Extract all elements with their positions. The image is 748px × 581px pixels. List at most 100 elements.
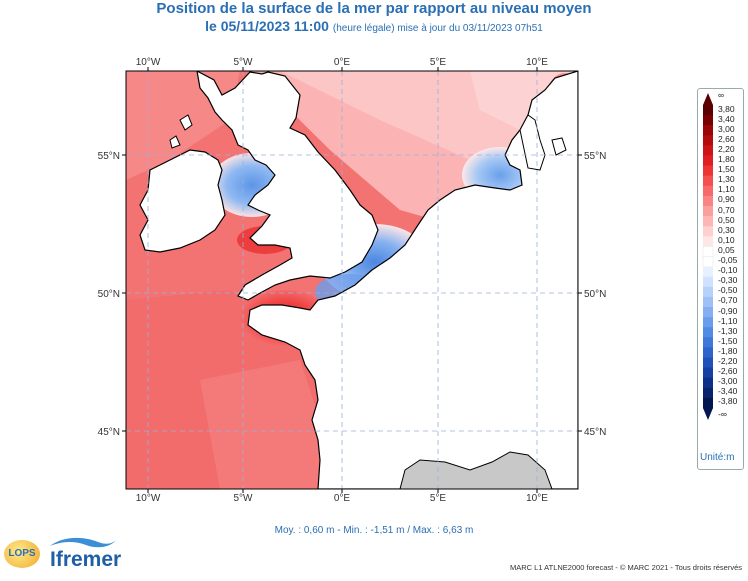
statistics-line: Moy. : 0,60 m - Min. : -1,51 m / Max. : … bbox=[274, 525, 474, 536]
legend-color-swatch bbox=[703, 236, 713, 247]
color-legend: ∞ 3,80 3,40 3,00 2,60 2,20 1,80 1,50 1,30 1,10 0,9… bbox=[697, 88, 744, 470]
legend-color-swatch bbox=[703, 367, 713, 379]
legend-color-swatch bbox=[703, 327, 713, 338]
land bbox=[139, 71, 578, 489]
lat-label-left: 55°N bbox=[98, 151, 120, 162]
legend-value-label: -0,70 bbox=[718, 295, 738, 306]
legend-color-swatch bbox=[703, 276, 713, 288]
legend-value-label: -2,20 bbox=[718, 356, 738, 366]
map-grid bbox=[126, 71, 578, 489]
legend-value-label: -3,80 bbox=[718, 396, 738, 407]
great-britain bbox=[196, 71, 379, 301]
legend-value-label: 1,30 bbox=[718, 174, 735, 185]
legend-color-swatch bbox=[703, 307, 713, 318]
legend-color-swatch bbox=[703, 125, 713, 136]
lon-label-bottom: 10°W bbox=[136, 493, 161, 504]
legend-color-swatch bbox=[703, 397, 713, 409]
lon-label-bottom: 5°E bbox=[430, 493, 447, 504]
legend-color-swatch bbox=[703, 165, 713, 177]
legend-value-label: 1,10 bbox=[718, 184, 735, 195]
legend-value-label: 2,60 bbox=[718, 133, 735, 144]
legend-color-swatch bbox=[703, 115, 713, 126]
legend-color-swatch bbox=[703, 175, 713, 187]
legend-color-swatch bbox=[702, 256, 714, 268]
axis-ticks bbox=[122, 67, 582, 493]
legend-color-swatch bbox=[703, 185, 713, 197]
legend-color-swatch bbox=[703, 266, 713, 278]
lat-label-left: 45°N bbox=[98, 427, 120, 438]
legend-color-swatch bbox=[703, 347, 713, 358]
ifremer-wave-icon bbox=[50, 537, 116, 548]
legend-top-symbol: ∞ bbox=[718, 90, 725, 100]
legend-value-label: -1,30 bbox=[718, 325, 738, 336]
legend-color-swatch bbox=[703, 377, 713, 389]
continent bbox=[247, 71, 578, 489]
legend-value-label: 0,05 bbox=[718, 244, 735, 255]
lon-label-top: 5°E bbox=[430, 57, 447, 68]
lon-label-top: 0°E bbox=[334, 57, 351, 68]
legend-value-label: 0,90 bbox=[718, 194, 735, 205]
lat-label-right: 50°N bbox=[584, 289, 606, 300]
lat-label-left: 50°N bbox=[98, 289, 120, 300]
legend-color-swatch bbox=[703, 135, 713, 146]
legend-value-label: 1,50 bbox=[718, 164, 735, 175]
legend-color-swatch bbox=[703, 195, 713, 207]
legend-value-label: 0,70 bbox=[718, 204, 735, 215]
lon-label-top: 10°E bbox=[526, 57, 548, 68]
legend-value-label: 0,30 bbox=[718, 224, 735, 235]
legend-value-label: -0,10 bbox=[718, 265, 738, 276]
forecast-date: le 05/11/2023 11:00 bbox=[205, 18, 329, 34]
lat-label-right: 45°N bbox=[584, 427, 606, 438]
legend-color-swatch bbox=[703, 357, 713, 369]
legend-color-swatch bbox=[703, 317, 713, 328]
legend-color-swatch bbox=[703, 145, 713, 156]
legend-color-swatch bbox=[703, 206, 713, 217]
legend-value-label: 3,00 bbox=[718, 123, 735, 134]
legend-color-swatch bbox=[702, 246, 714, 258]
legend-value-label: 3,80 bbox=[718, 103, 735, 114]
legend-value-label: 2,20 bbox=[718, 143, 735, 154]
legend-color-swatch bbox=[703, 216, 713, 227]
legend-value-label: -3,00 bbox=[718, 376, 738, 387]
legend-value-label: 0,50 bbox=[718, 214, 735, 225]
lops-logo: LOPS bbox=[4, 540, 40, 568]
ifremer-logo: Ifremer bbox=[50, 548, 122, 571]
lat-label-right: 55°N bbox=[584, 151, 606, 162]
legend-value-label: -0,05 bbox=[718, 255, 738, 265]
legend-value-label: 3,40 bbox=[718, 113, 735, 124]
lon-label-bottom: 10°E bbox=[526, 493, 548, 504]
legend-color-swatch bbox=[703, 387, 713, 399]
legend-value-label: -1,80 bbox=[718, 345, 738, 356]
lon-label-top: 10°W bbox=[136, 57, 161, 68]
legend-color-swatch bbox=[703, 337, 713, 348]
legend-value-label: -3,40 bbox=[718, 386, 738, 397]
legend-value-label: -0,90 bbox=[718, 305, 738, 316]
legend-value-label: 1,80 bbox=[718, 154, 735, 164]
chart-subtitle: le 05/11/2023 11:00 (heure légale) mise … bbox=[0, 18, 748, 34]
legend-color-swatch bbox=[703, 155, 713, 167]
legend-color-swatch bbox=[703, 286, 713, 298]
update-info: (heure légale) mise à jour du 03/11/2023… bbox=[332, 23, 543, 34]
legend-value-label: 0,10 bbox=[718, 234, 735, 245]
legend-value-label: -1,10 bbox=[718, 315, 738, 326]
lon-label-bottom: 0°E bbox=[334, 493, 351, 504]
map-frame bbox=[125, 70, 579, 490]
copyright-footer: MARC L1 ATLNE2000 forecast - © MARC 2021… bbox=[509, 563, 742, 572]
legend-value-label: -1,50 bbox=[718, 335, 738, 346]
legend-color-swatch bbox=[703, 296, 713, 308]
legend-value-label: -2,60 bbox=[718, 366, 738, 377]
legend-value-label: -0,30 bbox=[718, 275, 738, 286]
lon-label-top: 5°W bbox=[234, 57, 254, 68]
legend-bottom-symbol: -∞ bbox=[718, 409, 727, 419]
chart-title: Position de la surface de la mer par rap… bbox=[156, 0, 592, 17]
lon-label-bottom: 5°W bbox=[234, 493, 254, 504]
ireland bbox=[139, 149, 226, 253]
legend-min-arrow bbox=[703, 408, 713, 420]
legend-value-label: -0,50 bbox=[718, 285, 738, 296]
legend-unit: Unité:m bbox=[700, 452, 735, 463]
legend-colorbar bbox=[702, 93, 714, 420]
legend-color-swatch bbox=[703, 226, 713, 237]
legend-max-arrow bbox=[703, 93, 713, 105]
